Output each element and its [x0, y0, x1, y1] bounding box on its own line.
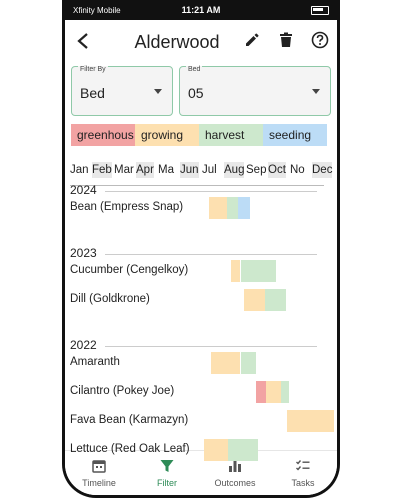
month-label: Jan — [70, 164, 89, 176]
planting-label[interactable]: Bean (Empress Snap) — [70, 201, 184, 213]
phase-bar-growing[interactable] — [286, 410, 334, 432]
phase-bar-growing[interactable] — [208, 197, 228, 219]
legend-item-growing: growing — [135, 124, 199, 146]
back-button[interactable] — [65, 29, 101, 55]
status-bar: Xfinity Mobile 11:21 AM — [65, 0, 337, 20]
month-label: No — [290, 164, 305, 176]
phase-bar-growing[interactable] — [265, 381, 282, 403]
planting-label[interactable]: Lettuce (Red Oak Leaf) — [70, 443, 190, 455]
filter-icon — [159, 458, 175, 478]
phase-bar-growing[interactable] — [210, 352, 241, 374]
chevron-down-icon — [312, 89, 320, 94]
phase-bar-growing[interactable] — [230, 260, 241, 282]
phase-bar-seeding[interactable] — [238, 197, 251, 219]
year-divider — [105, 254, 317, 255]
phase-bar-harvest[interactable] — [228, 439, 259, 461]
phase-bar-growing[interactable] — [243, 289, 265, 311]
filter-by-value: Bed — [80, 85, 105, 101]
phone-frame: Xfinity Mobile 11:21 AM Alderwood Filter… — [62, 0, 340, 498]
bar-chart-icon — [227, 458, 243, 478]
nav-tab-tasks[interactable]: Tasks — [269, 451, 337, 495]
phase-bar-harvest[interactable] — [240, 352, 256, 374]
nav-tab-outcomes[interactable]: Outcomes — [201, 451, 269, 495]
phase-legend: greenhous growing harvest seeding — [71, 124, 327, 146]
page-title: Alderwood — [134, 31, 220, 52]
phase-bar-harvest[interactable] — [227, 197, 239, 219]
year-heading: 2022 — [70, 338, 97, 352]
bed-value: 05 — [188, 85, 204, 101]
pencil-icon — [246, 32, 259, 46]
phase-bar-harvest[interactable] — [240, 260, 276, 282]
phase-bar-growing[interactable] — [204, 439, 229, 461]
month-axis: Jan Feb Mar Apr Ma Jun Jul Aug Sep Oct No Dec — [70, 162, 337, 180]
carrier-label: Xfinity Mobile — [73, 5, 121, 15]
filter-bar: Filter By Bed Bed 05 — [71, 66, 331, 118]
planting-label[interactable]: Fava Bean (Karmazyn) — [70, 414, 189, 426]
year-divider — [105, 346, 317, 347]
planting-label[interactable]: Cilantro (Pokey Joe) — [70, 385, 175, 397]
month-label: Oct — [268, 162, 286, 178]
nav-tab-label: Outcomes — [214, 478, 256, 488]
legend-item-seeding: seeding — [263, 124, 327, 146]
month-label: Jul — [202, 164, 217, 176]
calendar-icon — [91, 458, 107, 478]
app-bar: Alderwood — [65, 24, 337, 60]
legend-item-harvest: harvest — [199, 124, 263, 146]
month-label: Mar — [114, 164, 134, 176]
nav-tab-label: Timeline — [82, 478, 116, 488]
nav-tab-filter[interactable]: Filter — [133, 451, 201, 495]
back-arrow-icon — [77, 33, 88, 49]
month-label: Sep — [246, 164, 267, 176]
clock: 11:21 AM — [181, 5, 221, 15]
legend-item-greenhous: greenhous — [71, 124, 135, 146]
year-heading: 2023 — [70, 246, 97, 260]
help-icon — [311, 31, 329, 48]
help-button[interactable] — [303, 31, 337, 54]
bottom-navigation: Timeline Filter Outcomes Tasks — [65, 450, 337, 495]
nav-tab-timeline[interactable]: Timeline — [65, 451, 133, 495]
edit-button[interactable] — [235, 32, 269, 53]
axis-divider — [70, 185, 324, 186]
filter-by-select[interactable]: Filter By Bed — [71, 66, 173, 116]
phase-bar-harvest[interactable] — [264, 289, 286, 311]
month-label: Ma — [158, 164, 174, 176]
bed-label: Bed — [186, 66, 203, 73]
nav-tab-label: Filter — [157, 478, 177, 488]
bed-select[interactable]: Bed 05 — [179, 66, 331, 116]
checklist-icon — [295, 458, 311, 478]
month-label: Feb — [92, 162, 112, 178]
phase-bar-harvest[interactable] — [281, 381, 289, 403]
nav-tab-label: Tasks — [291, 478, 315, 488]
month-label: Apr — [136, 162, 154, 178]
filter-by-label: Filter By — [78, 66, 108, 73]
year-heading: 2024 — [70, 183, 97, 197]
planting-label[interactable]: Cucumber (Cengelkoy) — [70, 264, 189, 276]
phase-bar-greenhous[interactable] — [255, 381, 266, 403]
trash-icon — [280, 32, 292, 47]
delete-button[interactable] — [269, 32, 303, 53]
planting-label[interactable]: Amaranth — [70, 356, 120, 368]
month-label: Dec — [312, 162, 333, 178]
planting-label[interactable]: Dill (Goldkrone) — [70, 293, 150, 305]
year-divider — [105, 191, 317, 192]
month-label: Aug — [224, 162, 245, 178]
battery-icon — [311, 5, 329, 15]
month-label: Jun — [180, 162, 199, 178]
chevron-down-icon — [154, 89, 162, 94]
